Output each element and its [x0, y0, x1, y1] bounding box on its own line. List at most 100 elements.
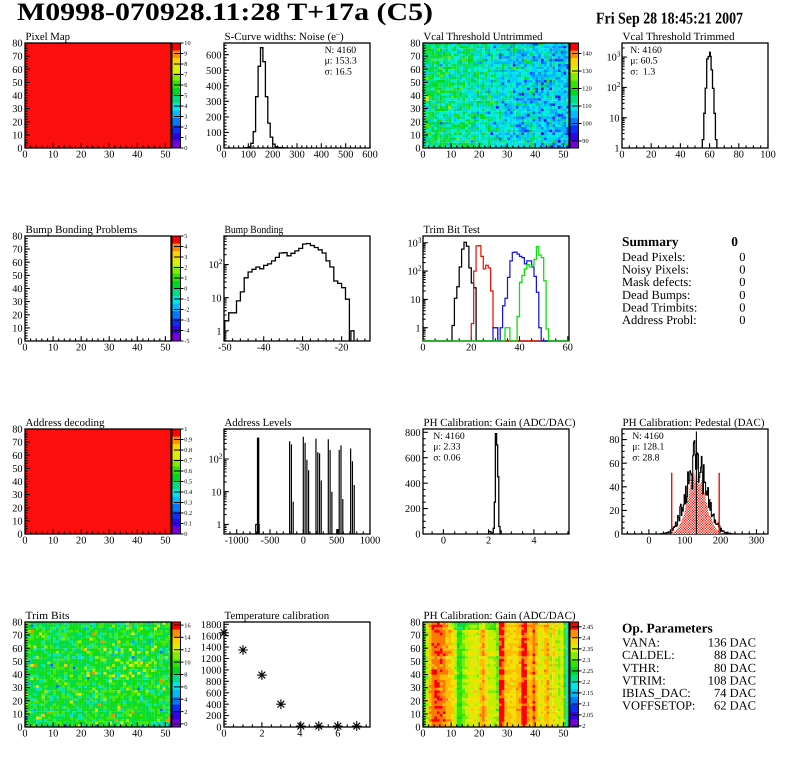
svg-text:40: 40 — [12, 477, 22, 488]
svg-text:10: 10 — [48, 343, 58, 354]
svg-text:30: 30 — [12, 104, 22, 115]
svg-text:200: 200 — [206, 113, 221, 124]
svg-text:PH Calibration: Gain (ADC/DAC): PH Calibration: Gain (ADC/DAC) — [424, 610, 576, 622]
svg-text:40: 40 — [132, 729, 142, 740]
svg-text:0: 0 — [619, 150, 624, 161]
svg-text:60: 60 — [410, 65, 420, 76]
svg-text:80: 80 — [12, 39, 22, 50]
svg-text:50: 50 — [160, 729, 170, 740]
svg-text:VANA:: VANA: — [622, 636, 660, 650]
svg-text:80: 80 — [12, 425, 22, 436]
svg-text:70: 70 — [12, 631, 22, 642]
svg-text:-2: -2 — [184, 307, 189, 314]
svg-text:20: 20 — [12, 696, 22, 707]
svg-text:5: 5 — [184, 93, 187, 100]
svg-text:60: 60 — [12, 451, 22, 462]
svg-text:40: 40 — [132, 536, 142, 547]
svg-text:50: 50 — [558, 150, 568, 161]
svg-text:0.6: 0.6 — [184, 468, 192, 475]
svg-text:Vcal Threshold Trimmed: Vcal Threshold Trimmed — [623, 31, 736, 43]
svg-text:0: 0 — [441, 536, 446, 547]
svg-text:60: 60 — [12, 644, 22, 655]
svg-text:20: 20 — [76, 729, 86, 740]
svg-text:6: 6 — [184, 82, 187, 89]
svg-text:-20: -20 — [335, 343, 349, 354]
svg-text:Dead Trimbits:: Dead Trimbits: — [622, 300, 697, 314]
svg-text:0.4: 0.4 — [184, 489, 193, 496]
svg-text:IBIAS_DAC:: IBIAS_DAC: — [622, 686, 691, 700]
svg-text:12: 12 — [184, 647, 190, 654]
svg-text:Noisy Pixels:: Noisy Pixels: — [622, 263, 689, 277]
svg-text:200: 200 — [206, 711, 221, 722]
svg-text:0: 0 — [184, 531, 187, 538]
svg-text:60: 60 — [563, 343, 573, 354]
svg-text:50: 50 — [12, 271, 22, 282]
svg-text:2.05: 2.05 — [582, 712, 593, 719]
svg-text:40: 40 — [12, 91, 22, 102]
svg-text:2: 2 — [582, 723, 585, 730]
svg-text:40: 40 — [530, 729, 540, 740]
svg-text:10: 10 — [48, 150, 58, 161]
svg-text:0: 0 — [420, 150, 425, 161]
svg-text:10: 10 — [410, 131, 420, 142]
svg-text:50: 50 — [160, 343, 170, 354]
svg-text:600: 600 — [362, 150, 377, 161]
svg-text:50: 50 — [160, 536, 170, 547]
svg-text:0: 0 — [415, 144, 420, 155]
svg-text:1000: 1000 — [201, 666, 222, 677]
svg-text:-1: -1 — [184, 296, 189, 303]
svg-text:1: 1 — [184, 426, 187, 433]
svg-text:4: 4 — [184, 696, 188, 703]
svg-text:VTRIM:: VTRIM: — [622, 673, 666, 687]
svg-text:Fri Sep 28 18:45:21 2007: Fri Sep 28 18:45:21 2007 — [596, 9, 743, 28]
svg-text:0: 0 — [184, 145, 187, 152]
svg-text:0.8: 0.8 — [184, 447, 192, 454]
svg-text:90: 90 — [582, 138, 588, 145]
svg-text:50: 50 — [558, 729, 568, 740]
svg-text:2.2: 2.2 — [582, 679, 590, 686]
svg-text:-5: -5 — [184, 338, 189, 345]
svg-text:Trim Bit Test: Trim Bit Test — [424, 224, 481, 236]
svg-text:0: 0 — [420, 343, 425, 354]
svg-text:80 DAC: 80 DAC — [714, 661, 756, 675]
svg-text:10: 10 — [12, 710, 22, 721]
svg-text:50: 50 — [410, 78, 420, 89]
svg-text:20: 20 — [646, 150, 656, 161]
svg-text:20: 20 — [12, 117, 22, 128]
svg-text:10: 10 — [12, 324, 22, 335]
svg-text:400: 400 — [405, 479, 420, 490]
svg-text:40: 40 — [12, 670, 22, 681]
svg-text:70: 70 — [410, 631, 420, 642]
svg-text:30: 30 — [502, 729, 512, 740]
svg-text:30: 30 — [104, 343, 114, 354]
svg-text:S-Curve widths: Noise (e–): S-Curve widths: Noise (e–) — [225, 30, 345, 44]
svg-text:0: 0 — [415, 530, 420, 541]
svg-text:σ: 0.06: σ: 0.06 — [433, 452, 460, 463]
svg-text:2.1: 2.1 — [582, 701, 590, 708]
svg-text:20: 20 — [466, 343, 476, 354]
svg-text:Mask defects:: Mask defects: — [622, 275, 692, 289]
svg-text:70: 70 — [12, 245, 22, 256]
svg-text:80: 80 — [609, 435, 619, 446]
svg-text:10: 10 — [48, 536, 58, 547]
svg-text:0: 0 — [731, 234, 738, 249]
svg-text:30: 30 — [410, 683, 420, 694]
svg-text:0: 0 — [415, 723, 420, 734]
svg-text:0: 0 — [739, 250, 745, 264]
svg-text:80: 80 — [410, 39, 420, 50]
svg-text:20: 20 — [474, 150, 484, 161]
svg-text:N: 4160: N: 4160 — [632, 431, 664, 442]
svg-text:N: 4160: N: 4160 — [630, 45, 662, 56]
svg-text:100: 100 — [677, 536, 692, 547]
svg-text:120: 120 — [582, 86, 591, 93]
svg-text:0: 0 — [22, 729, 27, 740]
svg-text:10: 10 — [12, 517, 22, 528]
svg-text:40: 40 — [410, 91, 420, 102]
svg-text:-30: -30 — [296, 343, 310, 354]
svg-text:0: 0 — [614, 530, 619, 541]
svg-text:500: 500 — [206, 66, 221, 77]
svg-text:20: 20 — [76, 536, 86, 547]
svg-text:60: 60 — [12, 65, 22, 76]
svg-text:20: 20 — [76, 343, 86, 354]
svg-text:μ: 128.1: μ: 128.1 — [632, 442, 664, 453]
